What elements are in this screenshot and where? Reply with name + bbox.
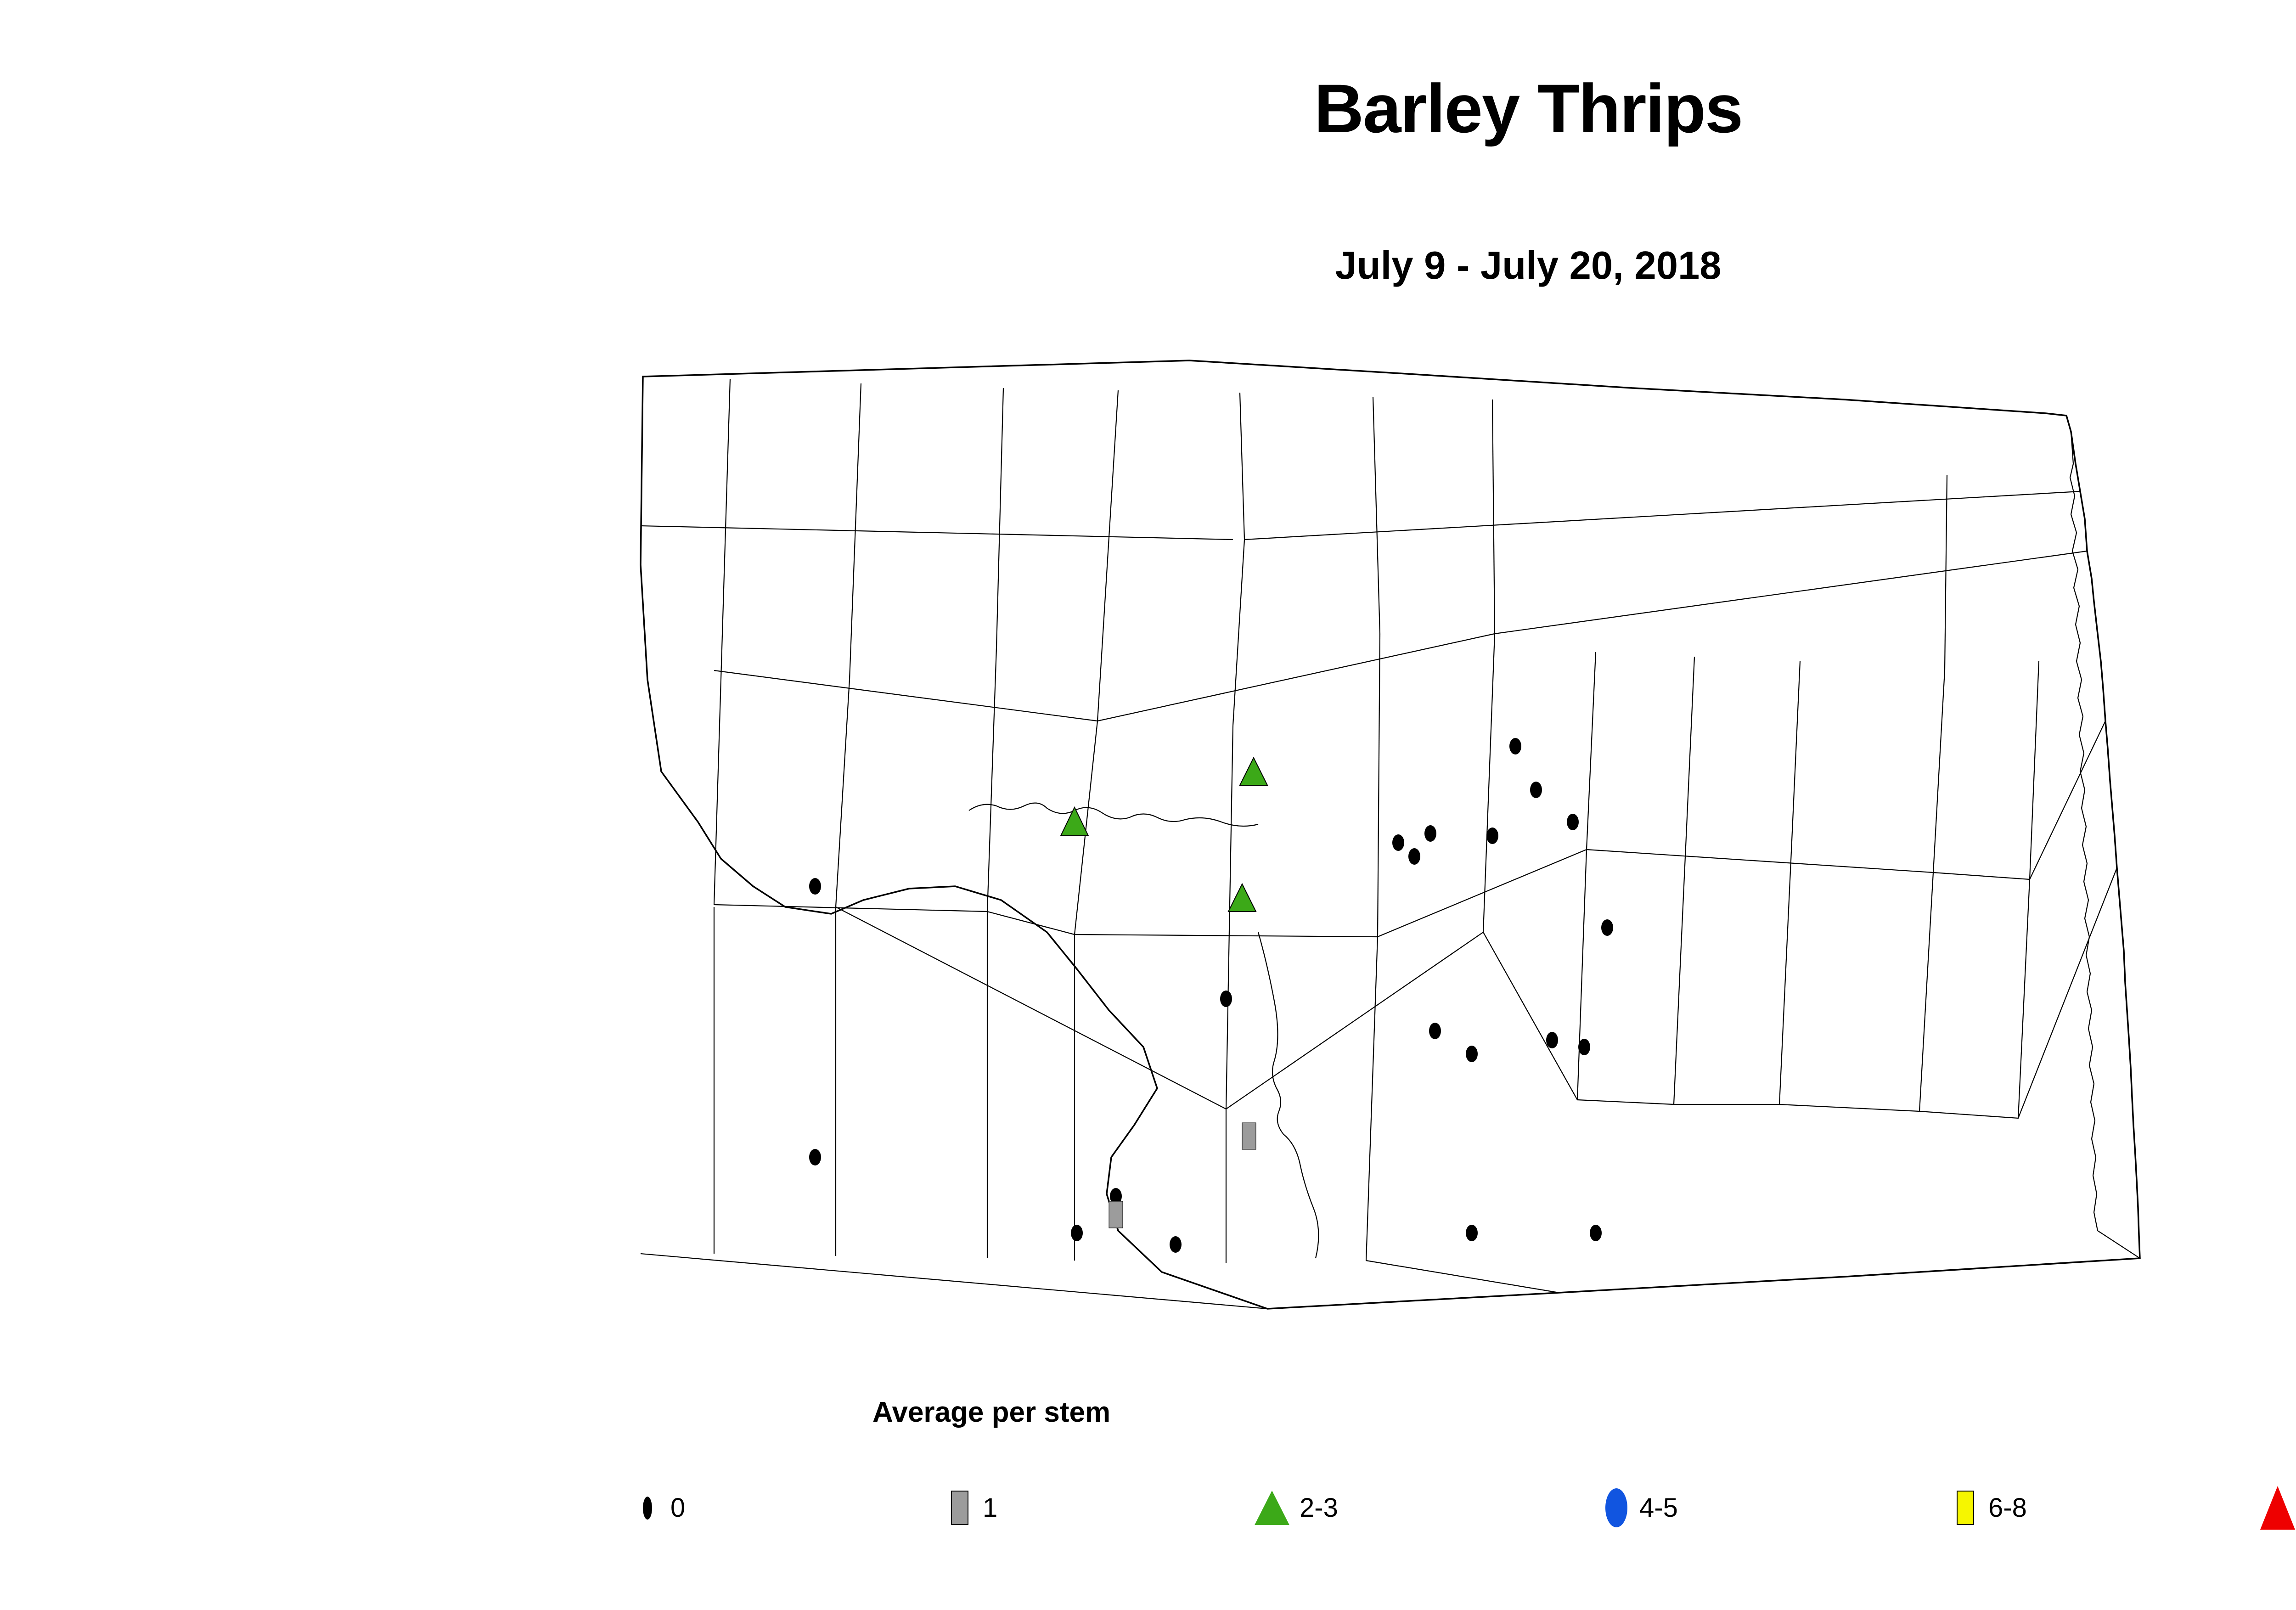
legend-item-1: 1: [946, 1492, 997, 1523]
legend-caption: Average per stem: [872, 1396, 1110, 1429]
legend-container: Average per stem 0 1 2-3: [634, 1396, 2296, 1603]
zero-dots-group[interactable]: [809, 738, 1613, 1253]
green-triangles-group[interactable]: [1061, 758, 1267, 912]
page-title: Barley Thrips: [0, 69, 2296, 148]
legend-label-4: 6-8: [1988, 1492, 2027, 1523]
gray-squares-group[interactable]: [1109, 1123, 1256, 1228]
legend-symbol-4: [1952, 1494, 1979, 1522]
legend-item-3: 4-5: [1603, 1492, 1678, 1523]
legend-item-4: 6-8: [1952, 1492, 2027, 1523]
legend-symbol-1: [946, 1494, 974, 1522]
legend-symbol-2: [1258, 1494, 1286, 1522]
legend-item-5: >8: [2264, 1492, 2296, 1523]
legend-symbol-5: [2264, 1494, 2291, 1522]
legend-item-2: 2-3: [1258, 1492, 1338, 1523]
map-container: [634, 358, 2195, 1359]
page-subtitle: July 9 - July 20, 2018: [0, 243, 2296, 288]
legend-symbol-0: [634, 1494, 661, 1522]
legend-items-row: 0 1 2-3 4-5: [634, 1465, 2296, 1580]
legend-item-0: 0: [634, 1492, 685, 1523]
north-dakota-county-map: [634, 358, 2195, 1359]
legend-label-1: 1: [983, 1492, 997, 1523]
marker-layer: [809, 738, 1613, 1253]
page-root: Barley Thrips July 9 - July 20, 2018: [0, 0, 2296, 1610]
legend-symbol-3: [1603, 1494, 1630, 1522]
legend-label-0: 0: [670, 1492, 685, 1523]
legend-label-3: 4-5: [1639, 1492, 1678, 1523]
